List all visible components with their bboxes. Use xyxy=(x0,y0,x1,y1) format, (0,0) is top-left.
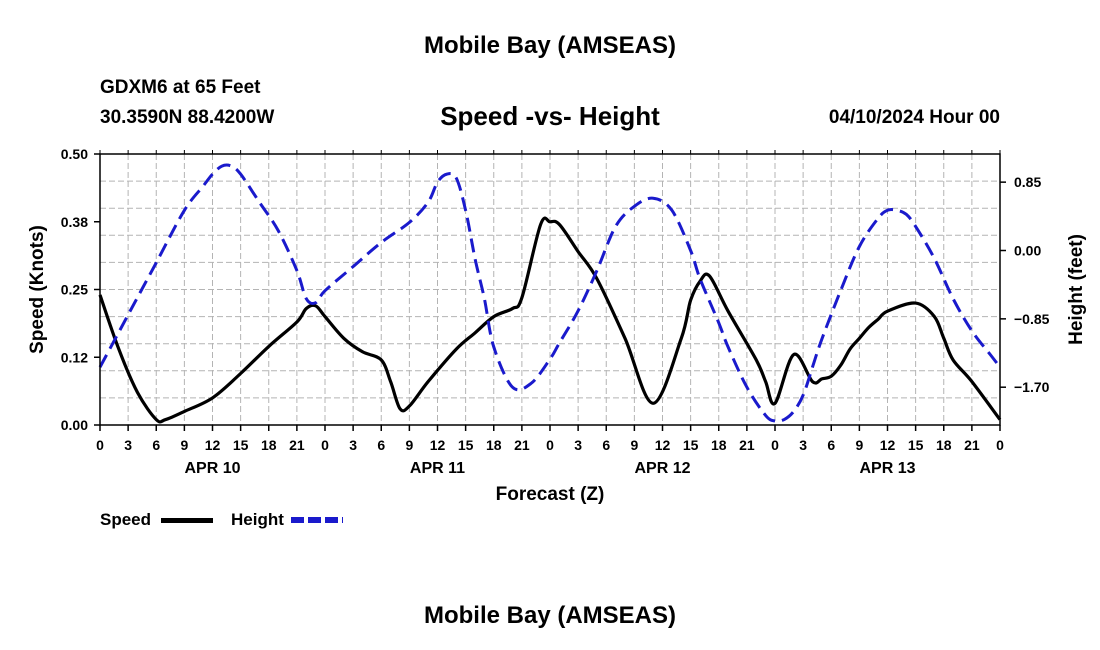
x-tick-label: 15 xyxy=(908,437,924,453)
chart-title: Speed -vs- Height xyxy=(440,101,660,131)
y-left-tick-label: 0.12 xyxy=(61,349,88,365)
series-line-speed xyxy=(98,216,1002,424)
x-tick-label: 21 xyxy=(289,437,305,453)
x-tick-label: 21 xyxy=(739,437,755,453)
x-axis-label: Forecast (Z) xyxy=(496,484,605,505)
bottom-title: Mobile Bay (AMSEAS) xyxy=(423,602,677,629)
x-tick-label: 0 xyxy=(96,437,104,453)
x-tick-label: 21 xyxy=(514,437,530,453)
x-tick-label: 3 xyxy=(574,437,582,453)
series-line-height xyxy=(98,163,1002,423)
legend-speed-label: Speed xyxy=(100,510,152,529)
x-tick-label: 0 xyxy=(996,437,1004,453)
top-title: Mobile Bay (AMSEAS) xyxy=(423,32,677,59)
y-right-tick-label: 0.00 xyxy=(1014,242,1041,258)
y-right-tick-label: −1.70 xyxy=(1014,379,1050,395)
x-tick-label: 3 xyxy=(349,437,357,453)
x-tick-label: 12 xyxy=(430,437,446,453)
x-tick-label: 9 xyxy=(630,437,638,453)
x-tick-label: 15 xyxy=(458,437,474,453)
legend-speed-swatch xyxy=(161,518,213,523)
y-left-tick-label: 0.00 xyxy=(61,417,88,433)
axes: 0 3 6 9 12 15 18 21 0 3 6 9 12 15 18 21 0 3 6 9 12 15 18 21 0 3 6 9… xyxy=(27,146,1087,505)
y-right-axis-label: Height (feet) xyxy=(1066,234,1087,345)
station-label: GDXM6 at 65 Feet xyxy=(100,77,261,98)
x-tick-label: 0 xyxy=(771,437,779,453)
x-tick-label: 0 xyxy=(546,437,554,453)
y-left-tick-label: 0.38 xyxy=(61,214,88,230)
y-left-axis-label: Speed (Knots) xyxy=(27,225,48,354)
x-date-label: APR 11 xyxy=(410,460,465,477)
y-right-tick-label: 0.85 xyxy=(1014,174,1041,190)
x-tick-label: 15 xyxy=(683,437,699,453)
x-tick-label: 12 xyxy=(205,437,221,453)
x-tick-label: 9 xyxy=(180,437,188,453)
x-tick-label: 3 xyxy=(124,437,132,453)
y-left-tick-label: 0.50 xyxy=(61,146,88,162)
coordinates-label: 30.3590N 88.4200W xyxy=(100,107,275,128)
x-tick-label: 18 xyxy=(936,437,952,453)
x-tick-label: 6 xyxy=(152,437,160,453)
y-right-tick-label: −0.85 xyxy=(1014,311,1050,327)
x-tick-label: 6 xyxy=(602,437,610,453)
y-left-tick-label: 0.25 xyxy=(61,282,88,298)
grid xyxy=(100,154,1000,425)
x-tick-label: 6 xyxy=(377,437,385,453)
x-tick-label: 0 xyxy=(321,437,329,453)
x-tick-label: 3 xyxy=(799,437,807,453)
x-tick-label: 18 xyxy=(711,437,727,453)
legend-height-swatch xyxy=(291,517,343,523)
x-tick-label: 18 xyxy=(486,437,502,453)
x-tick-label: 18 xyxy=(261,437,277,453)
legend-height-label: Height xyxy=(231,510,284,529)
x-tick-label: 9 xyxy=(405,437,413,453)
x-date-label: APR 12 xyxy=(634,460,690,477)
series-layer xyxy=(98,163,1002,424)
x-tick-label: 6 xyxy=(827,437,835,453)
x-date-label: APR 13 xyxy=(859,460,915,477)
x-tick-label: 12 xyxy=(880,437,896,453)
forecast-datetime: 04/10/2024 Hour 00 xyxy=(828,107,1000,128)
x-tick-label: 9 xyxy=(855,437,863,453)
x-date-label: APR 10 xyxy=(184,460,240,477)
x-tick-label: 12 xyxy=(655,437,671,453)
x-tick-label: 15 xyxy=(233,437,249,453)
x-tick-label: 21 xyxy=(964,437,980,453)
